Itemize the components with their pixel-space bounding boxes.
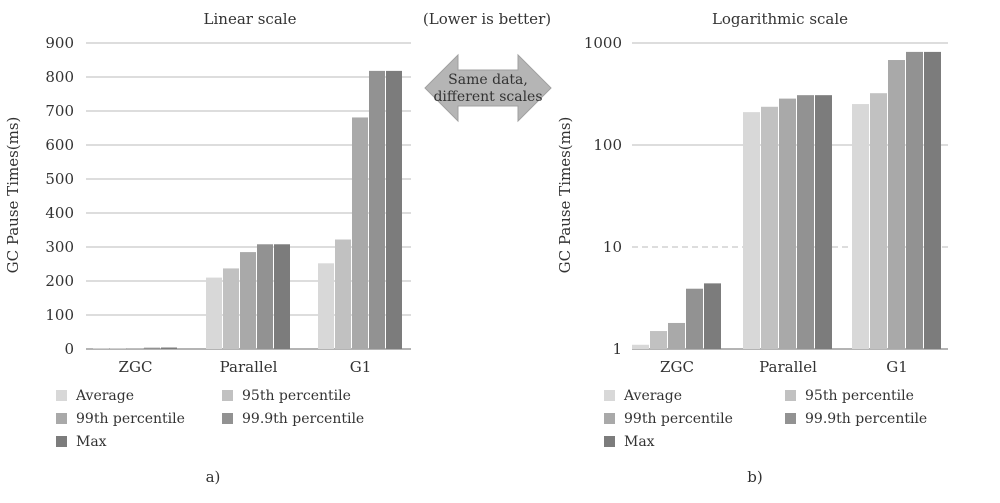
panel-label-b: b)	[747, 468, 762, 486]
bar	[815, 95, 832, 350]
arrow-text-line1: Same data,	[448, 72, 528, 88]
arrow-text-line2: different scales	[433, 89, 542, 105]
legend-swatch	[222, 390, 233, 401]
legend-swatch	[222, 413, 233, 424]
legend-swatch	[785, 413, 796, 424]
bar	[743, 112, 760, 349]
bar	[318, 263, 334, 349]
bar	[110, 348, 126, 349]
bar	[906, 51, 923, 349]
legend-swatch	[785, 390, 796, 401]
y-tick-label: 100	[45, 306, 74, 324]
legend-label: 95th percentile	[805, 388, 914, 404]
bar	[870, 93, 887, 349]
y-tick-label: 400	[45, 204, 74, 222]
category-labels-log: ZGC Parallel G1	[660, 358, 908, 376]
y-axis-label-linear: GC Pause Times(ms)	[4, 117, 22, 274]
category-label: Parallel	[220, 358, 278, 376]
y-tick-label: 10	[603, 238, 622, 256]
y-tick-label: 0	[64, 340, 74, 358]
bar	[127, 348, 143, 349]
bar	[888, 60, 905, 350]
center-annotation: (Lower is better) Same data, different s…	[423, 10, 552, 123]
panel-label-a: a)	[206, 468, 221, 486]
legend-label: Max	[76, 434, 107, 450]
legend-label: 99.9th percentile	[242, 411, 364, 427]
bar	[632, 344, 649, 349]
bar	[704, 283, 721, 349]
bar	[274, 244, 290, 349]
bars-linear	[93, 70, 402, 350]
category-label: G1	[350, 358, 372, 376]
legend-swatch	[604, 436, 615, 447]
grid-lines-linear	[86, 42, 411, 350]
bar	[924, 51, 941, 349]
y-tick-label: 500	[45, 170, 74, 188]
chart-title-linear: Linear scale	[204, 10, 297, 28]
bar	[240, 252, 256, 349]
y-tick-label: 700	[45, 102, 74, 120]
legend-swatch	[56, 390, 67, 401]
legend-label: Average	[623, 388, 682, 404]
bar	[206, 277, 222, 349]
double-arrow-icon	[424, 53, 552, 123]
category-label: G1	[886, 358, 908, 376]
y-tick-label: 1000	[584, 34, 622, 52]
category-label: ZGC	[660, 358, 694, 376]
bar	[797, 95, 814, 350]
bar	[223, 268, 239, 349]
legend-linear: Average 95th percentile 99th percentile 99.…	[56, 388, 364, 450]
y-tick-label: 200	[45, 272, 74, 290]
bar	[161, 347, 177, 349]
category-labels-linear: ZGC Parallel G1	[119, 358, 372, 376]
bar	[257, 244, 273, 349]
bar	[686, 288, 703, 349]
legend-swatch	[604, 390, 615, 401]
category-label: Parallel	[759, 358, 817, 376]
bar	[761, 106, 778, 349]
bar	[779, 98, 796, 349]
y-tick-label: 100	[593, 136, 622, 154]
y-tick-label: 900	[45, 34, 74, 52]
y-tick-label: 600	[45, 136, 74, 154]
linear-scale-chart: Linear scale GC Pause Times(ms) 0 100 200 3…	[4, 10, 411, 486]
legend-swatch	[604, 413, 615, 424]
bar	[386, 70, 402, 349]
legend-label: 99.9th percentile	[805, 411, 927, 427]
category-label: ZGC	[119, 358, 153, 376]
bar	[335, 239, 351, 349]
y-tick-labels-log: 1 10 100 1000	[584, 34, 622, 358]
chart-title-log: Logarithmic scale	[712, 10, 848, 28]
legend-label: 99th percentile	[624, 411, 733, 427]
bar	[668, 322, 685, 349]
legend-label: Max	[624, 434, 655, 450]
bars-log	[632, 51, 941, 350]
y-tick-labels-linear: 0 100 200 300 400 500 600 700 800 900	[45, 34, 74, 358]
bar	[852, 104, 869, 349]
legend-label: Average	[75, 388, 134, 404]
lower-is-better-note: (Lower is better)	[423, 10, 551, 28]
y-tick-label: 800	[45, 68, 74, 86]
y-tick-label: 300	[45, 238, 74, 256]
legend-label: 95th percentile	[242, 388, 351, 404]
bar	[369, 70, 385, 349]
legend-label: 99th percentile	[76, 411, 185, 427]
y-axis-label-log: GC Pause Times(ms)	[556, 117, 574, 274]
legend-log: Average 95th percentile 99th percentile 99.…	[604, 388, 927, 450]
legend-swatch	[56, 436, 67, 447]
y-tick-label: 1	[612, 340, 622, 358]
legend-swatch	[56, 413, 67, 424]
bar	[144, 347, 160, 349]
bar	[650, 331, 667, 349]
log-scale-chart: Logarithmic scale GC Pause Times(ms) 1 10…	[556, 10, 948, 486]
bar	[352, 117, 368, 350]
